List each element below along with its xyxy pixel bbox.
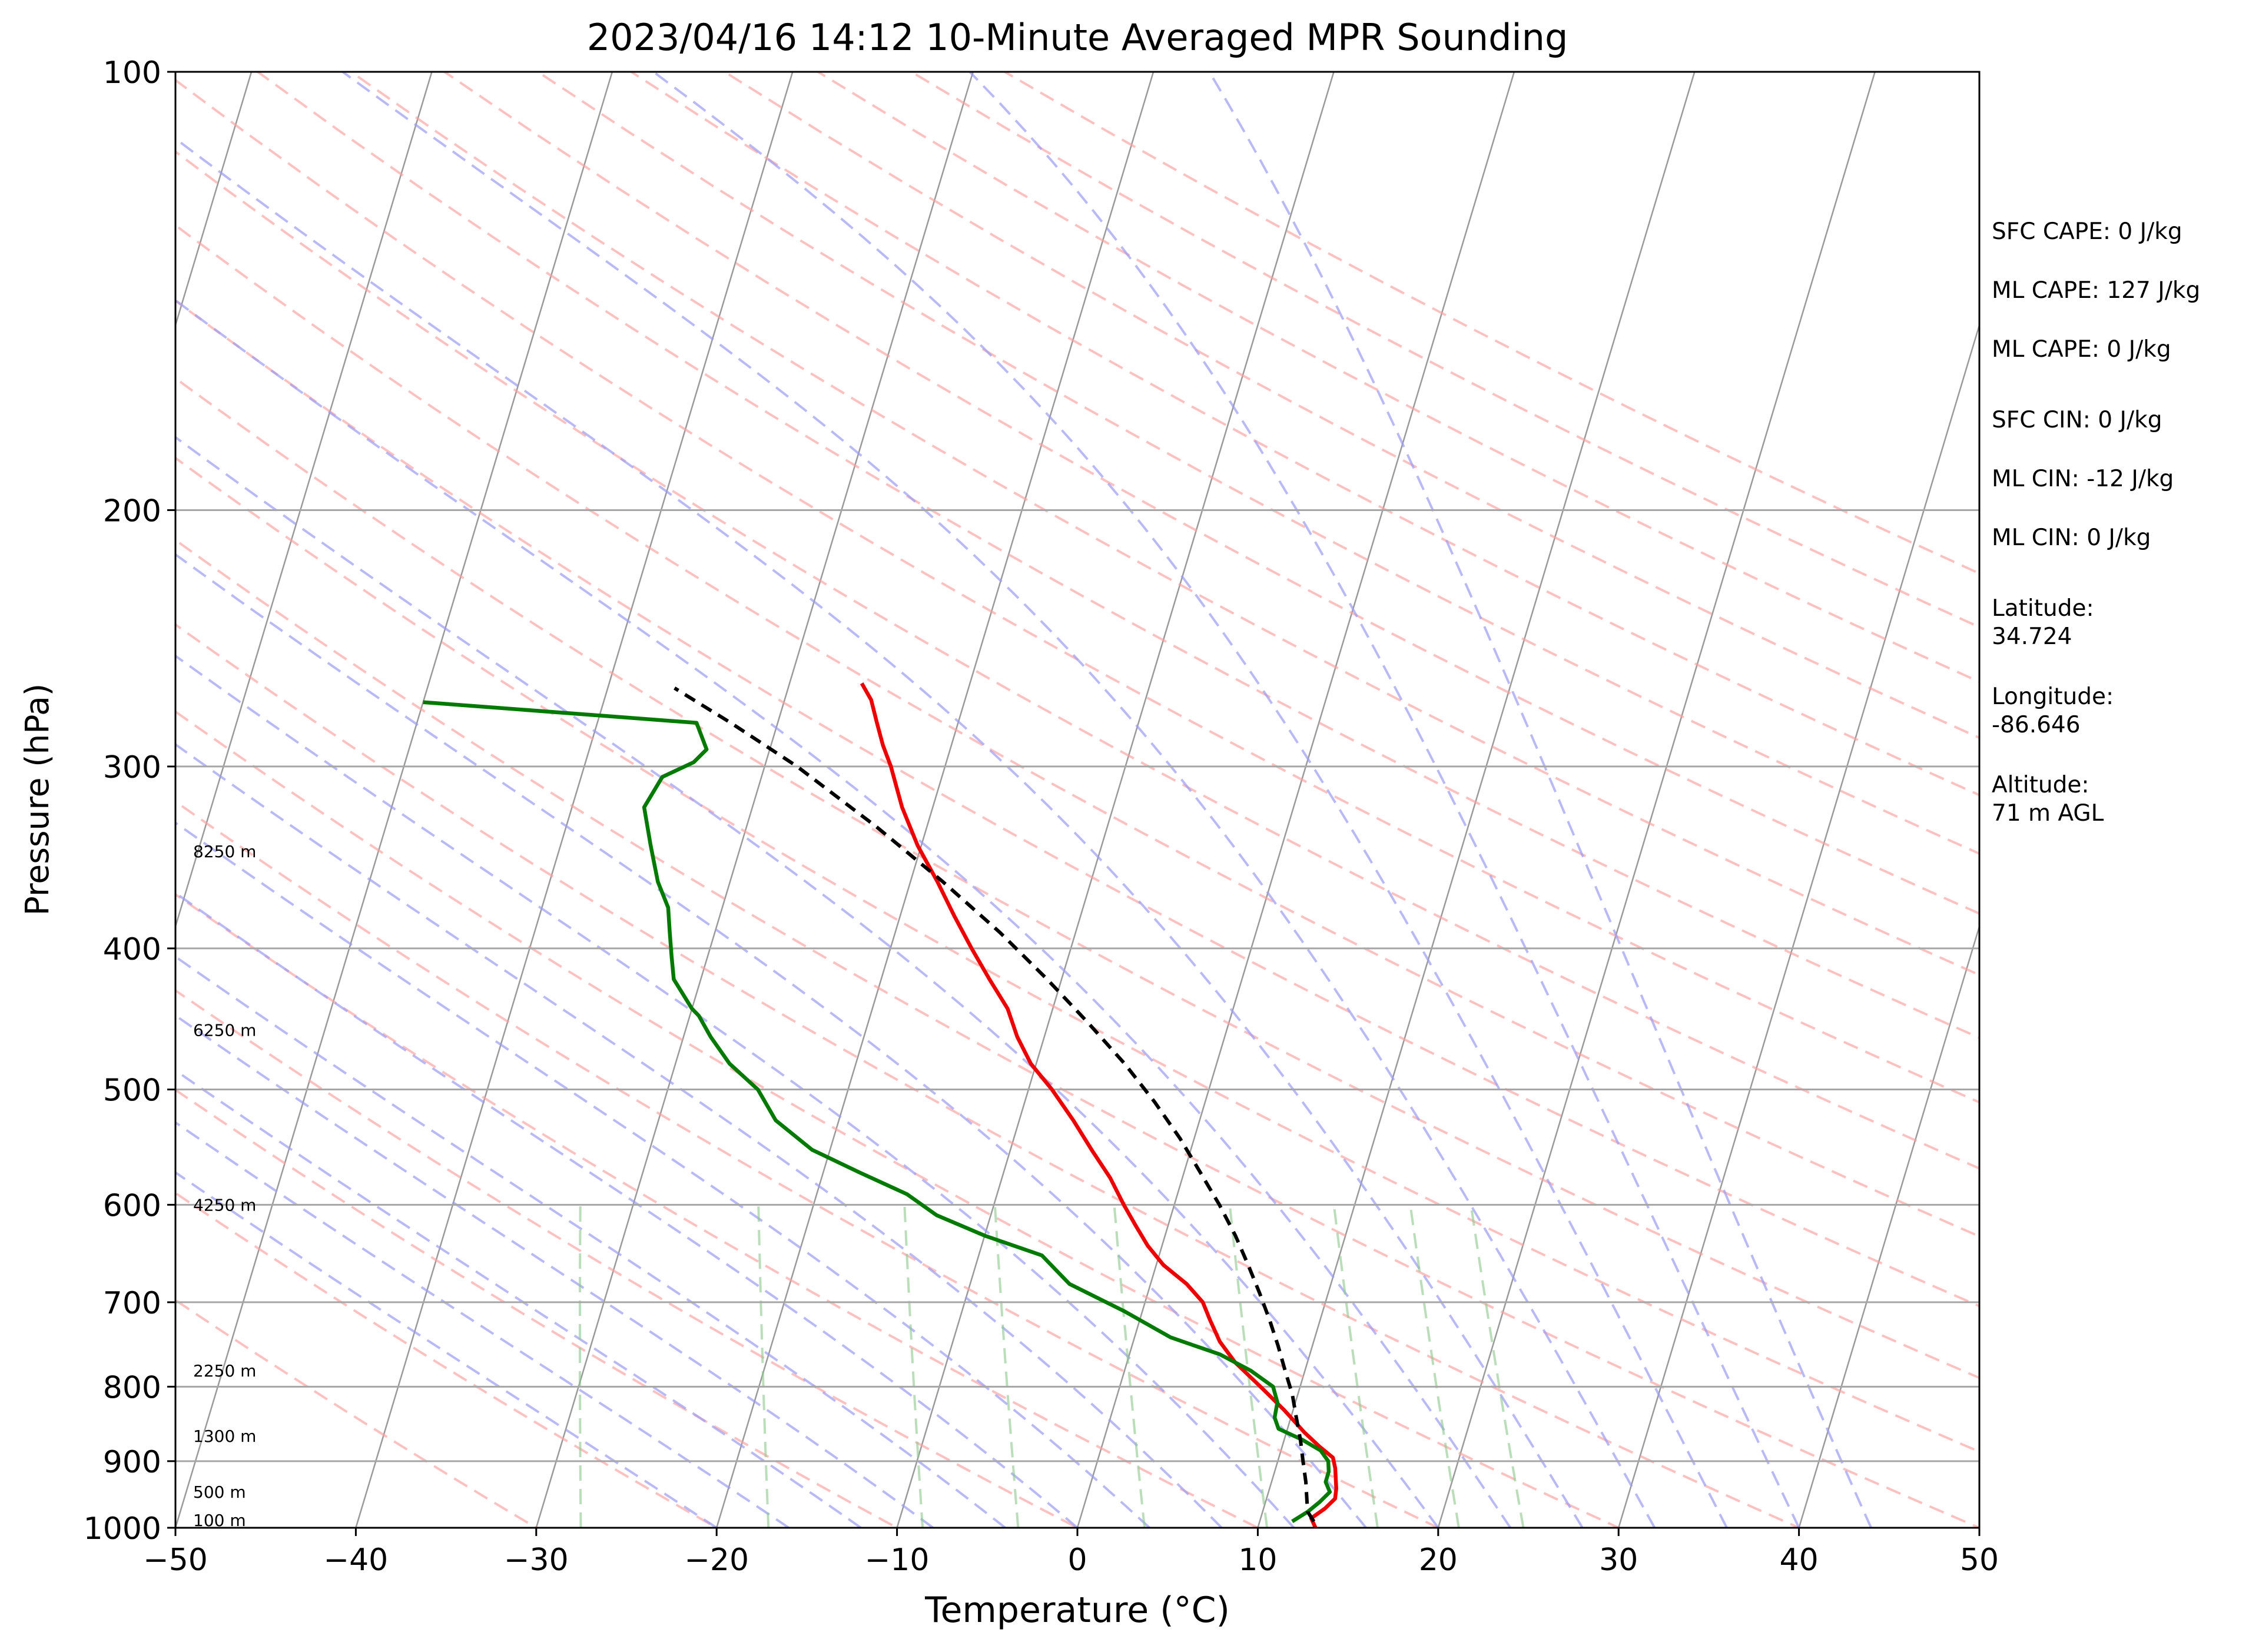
moist-adiabat-line: [175, 821, 1150, 1528]
isotherm-line: [896, 72, 1335, 1528]
isotherm-line: [535, 72, 974, 1528]
dry-adiabat-line: [175, 988, 1080, 1528]
altitude-value: Altitude: 71 m AGL: [1992, 772, 2104, 827]
x-tick-label: −50: [143, 1542, 208, 1578]
ml-cin-value-2: ML CIN: 0 J/kg: [1992, 525, 2151, 551]
temperature-profile-line: [860, 682, 1338, 1528]
isotherm-line: [175, 72, 613, 1528]
y-tick-label: 900: [103, 1445, 161, 1480]
moist-adiabat-line: [175, 553, 1367, 1528]
dry-adiabat-line: [175, 893, 1260, 1528]
y-tick-label: 800: [103, 1370, 161, 1405]
isotherm-line: [1257, 72, 1696, 1528]
ml-cin-value: ML CIN: -12 J/kg: [1992, 466, 2174, 492]
dry-adiabat-line: [175, 150, 1979, 1170]
x-tick-label: −40: [324, 1542, 389, 1578]
x-axis-ticks: −50 −40 −30 −20 −10 0 10 20 30 40 50: [143, 1528, 1999, 1578]
ml-cape-value: ML CAPE: 127 J/kg: [1992, 277, 2201, 304]
isotherm-line: [355, 72, 794, 1528]
y-tick-label: 100: [103, 55, 161, 91]
x-tick-label: −10: [865, 1542, 930, 1578]
dry-adiabat-line: [257, 72, 1979, 1039]
dry-adiabat-line: [175, 1299, 539, 1528]
height-label: 500 m: [193, 1482, 246, 1502]
ml-cape-value-2: ML CAPE: 0 J/kg: [1992, 336, 2171, 363]
height-label: 6250 m: [193, 1020, 256, 1040]
moist-adiabat-line: [175, 137, 1584, 1528]
dry-adiabat-line: [175, 710, 1621, 1528]
y-tick-label: 200: [103, 493, 161, 529]
moist-adiabat-line: [652, 72, 1728, 1528]
longitude-value: Longitude: -86.646: [1992, 684, 2114, 738]
sfc-cin-value: SFC CIN: 0 J/kg: [1992, 407, 2162, 433]
isotherm-line: [716, 72, 1155, 1528]
moist-adiabat-line: [175, 1121, 790, 1528]
x-tick-label: 40: [1780, 1542, 1819, 1578]
dry-adiabat-line: [175, 623, 1802, 1528]
moist-adiabat-line: [175, 436, 1439, 1528]
chart-title: 2023/04/16 14:12 10-Minute Averaged MPR …: [587, 16, 1568, 59]
moist-adiabat-line: [175, 742, 1223, 1528]
dry-adiabat-line: [817, 72, 1979, 684]
height-label: 2250 m: [193, 1361, 256, 1381]
y-tick-label: 1000: [84, 1511, 161, 1547]
moist-adiabat-line: [175, 1014, 934, 1528]
dry-adiabat-line: [175, 538, 1979, 1528]
x-tick-label: 10: [1238, 1542, 1277, 1578]
dry-adiabat-line: [537, 72, 1979, 855]
latitude-value: Latitude: 34.724: [1992, 595, 2094, 650]
moist-adiabat-line: [341, 72, 1656, 1528]
background-lines: [175, 72, 1979, 1528]
y-axis-ticks: 100 200 300 400 500 600 700 800 900 1000: [84, 55, 175, 1547]
moist-adiabat-line: [968, 72, 1800, 1528]
x-tick-label: 50: [1960, 1542, 1999, 1578]
moist-adiabat-line: [175, 891, 1079, 1528]
x-tick-label: 20: [1419, 1542, 1458, 1578]
dewpoint-profile-line: [423, 700, 1332, 1523]
isotherm-line: [175, 72, 253, 328]
isotherm-line: [175, 72, 433, 930]
x-axis-label: Temperature (°C): [924, 1590, 1230, 1631]
height-label: 4250 m: [193, 1195, 256, 1215]
dry-adiabat-line: [175, 224, 1979, 1238]
height-label: 8250 m: [193, 842, 256, 861]
y-tick-label: 400: [103, 932, 161, 967]
parcel-profile-line: [674, 686, 1316, 1522]
x-tick-label: 0: [1067, 1542, 1087, 1578]
moist-adiabat-line: [175, 298, 1512, 1528]
dry-adiabat-line: [175, 377, 1979, 1379]
isotherm-line: [1076, 72, 1515, 1528]
y-tick-label: 500: [103, 1073, 161, 1109]
isotherm-line: [1798, 924, 1979, 1528]
dry-adiabat-line: [443, 72, 1979, 915]
isotherm-line: [1618, 322, 1979, 1528]
y-tick-label: 700: [103, 1286, 161, 1321]
height-labels: 100 m 500 m 1300 m 2250 m 4250 m 6250 m 8250 m: [193, 842, 256, 1530]
sfc-cape-value: SFC CAPE: 0 J/kg: [1992, 218, 2182, 245]
y-axis-label: Pressure (hPa): [18, 684, 56, 916]
x-tick-label: 30: [1599, 1542, 1638, 1578]
height-label: 100 m: [193, 1511, 246, 1530]
moist-adiabat-line: [175, 955, 1006, 1528]
moist-adiabat-line: [175, 1171, 718, 1528]
x-tick-label: −30: [504, 1542, 569, 1578]
sounding-series: [423, 682, 1338, 1528]
moist-adiabat-line: [1208, 72, 1873, 1528]
moist-adiabat-line: [175, 1069, 862, 1528]
dry-adiabat-line: [724, 72, 1979, 739]
dry-adiabat-line: [175, 800, 1441, 1528]
x-tick-label: −20: [684, 1542, 749, 1578]
height-label: 1300 m: [193, 1427, 256, 1446]
dry-adiabat-line: [175, 456, 1979, 1453]
y-tick-label: 600: [103, 1188, 161, 1223]
isotherm-line: [1437, 72, 1876, 1528]
y-tick-label: 300: [103, 750, 161, 785]
